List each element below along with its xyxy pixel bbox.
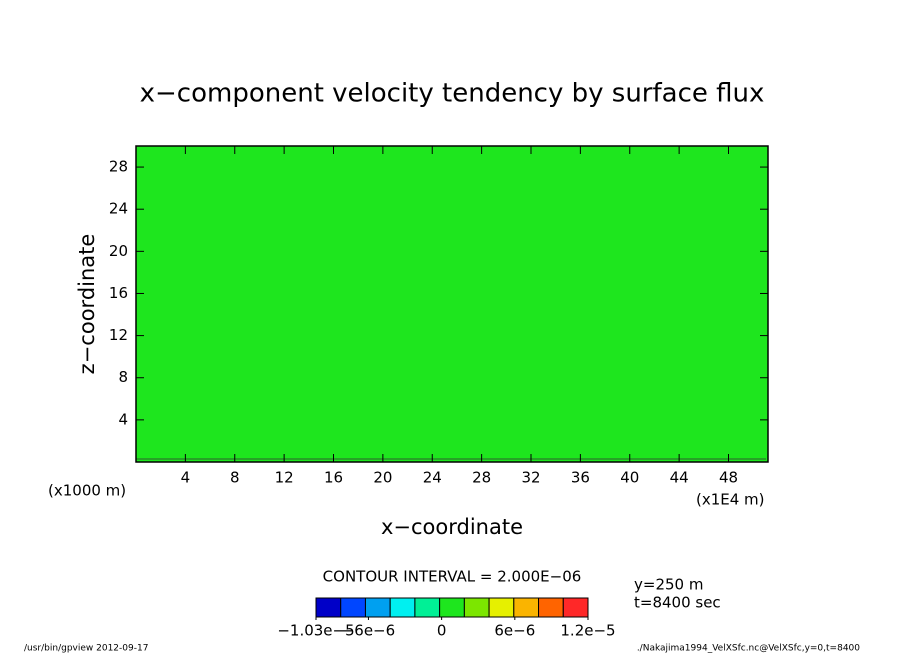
y-tick-label: 12: [109, 326, 128, 344]
y-unit: (x1000 m): [48, 482, 126, 500]
y-axis-label: z−coordinate: [75, 234, 99, 375]
info: t=8400 sec: [634, 594, 721, 612]
x-tick-label: 32: [521, 469, 540, 487]
colorbar-label: −1.03e−5: [277, 622, 354, 640]
x-tick-label: 48: [719, 469, 738, 487]
x-unit: (x1E4 m): [696, 491, 765, 509]
colorbar-box: [538, 597, 564, 618]
colorbar-box: [439, 597, 465, 618]
x-tick-label: 28: [472, 469, 491, 487]
colorbar-box: [488, 597, 515, 618]
plot-frame: [135, 145, 769, 463]
y-tick-label: 24: [109, 200, 128, 218]
colorbar-box: [414, 597, 441, 618]
colorbar-box: [513, 597, 540, 618]
contour-interval: CONTOUR INTERVAL = 2.000E−06: [323, 568, 582, 586]
colorbar-box: [340, 597, 366, 618]
x-tick-label: 36: [571, 469, 590, 487]
y-tick-label: 20: [109, 242, 128, 260]
colorbar-label: 1.2e−5: [560, 622, 615, 640]
x-tick-label: 40: [620, 469, 639, 487]
footer: ./Nakajima1994_VelXSfc.nc@VelXSfc,y=0,t=…: [637, 644, 860, 654]
x-tick-label: 20: [373, 469, 392, 487]
x-tick-label: 44: [670, 469, 689, 487]
colorbar-label: 6e−6: [494, 622, 535, 640]
y-tick-label: 28: [109, 158, 128, 176]
colorbar-box: [389, 597, 416, 618]
colorbar-box: [315, 597, 342, 618]
y-tick-label: 16: [109, 284, 128, 302]
chart-title: x−component velocity tendency by surface…: [140, 79, 765, 109]
footer: /usr/bin/gpview 2012-09-17: [24, 644, 148, 654]
colorbar-box: [463, 597, 490, 618]
colorbar-box: [364, 597, 391, 618]
colorbar-label: 0: [437, 622, 447, 640]
x-tick-label: 24: [423, 469, 442, 487]
contour-line: [135, 458, 766, 460]
x-tick-label: 4: [181, 469, 191, 487]
x-tick-label: 16: [324, 469, 343, 487]
colorbar-label: −6e−6: [342, 622, 395, 640]
x-tick-label: 12: [275, 469, 294, 487]
y-tick-label: 8: [118, 368, 128, 386]
contour-fill: [136, 146, 768, 462]
colorbar-box: [562, 597, 589, 618]
x-tick-label: 8: [230, 469, 240, 487]
info: y=250 m: [634, 576, 703, 594]
y-tick-label: 4: [118, 410, 128, 428]
x-axis-label: x−coordinate: [381, 515, 523, 539]
